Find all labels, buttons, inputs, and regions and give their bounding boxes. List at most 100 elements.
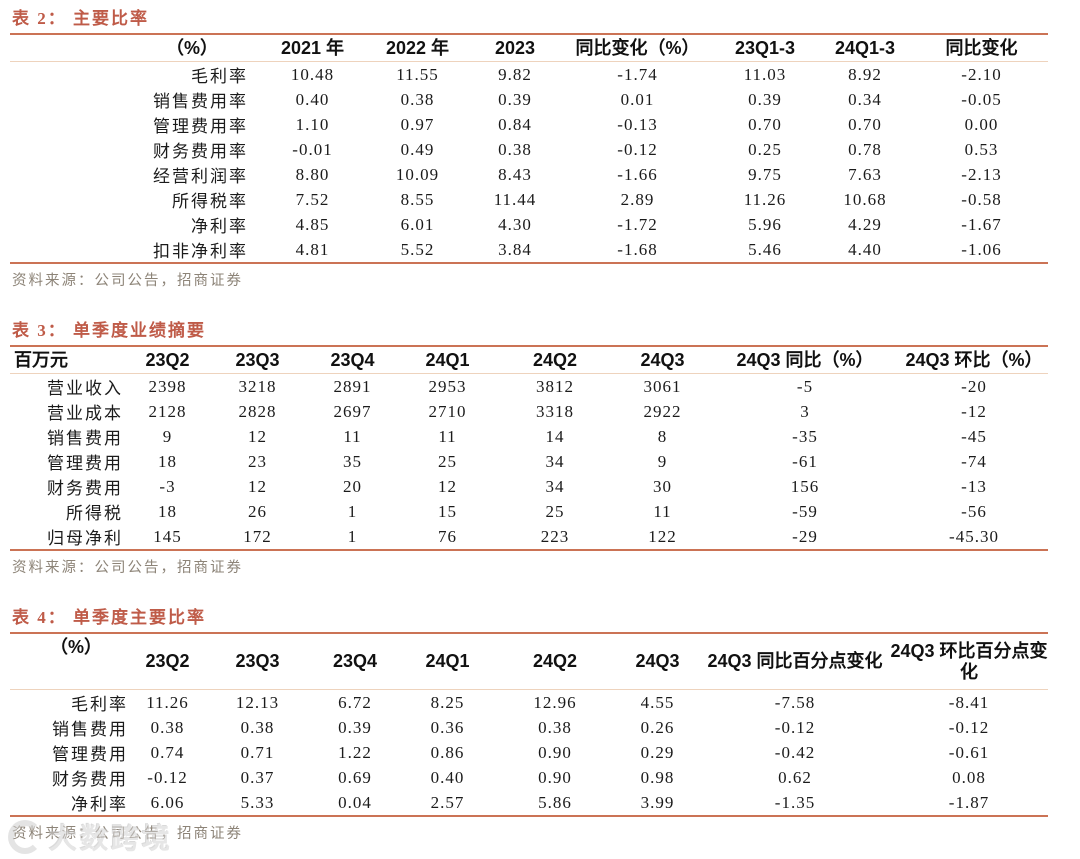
column-header: 24Q3 环比（%） (900, 346, 1048, 374)
column-header: 24Q3 (615, 633, 700, 690)
table-row: 管理费用 18 23 35 25 34 9 -61 -74 (10, 449, 1048, 474)
row-label: 净利率 (191, 217, 248, 236)
column-header: （%） (10, 34, 260, 62)
table-cell: 2953 (428, 376, 467, 396)
table-cell: 11.26 (146, 692, 189, 712)
table-cell: 0.36 (430, 717, 465, 737)
column-header: 23Q2 (125, 346, 210, 374)
table-cell: 23 (248, 451, 267, 471)
table-cell: 1.10 (295, 114, 330, 134)
column-header: 同比变化 (915, 34, 1048, 62)
table-cell: 4.55 (640, 692, 675, 712)
table-cell: -1.74 (617, 64, 658, 84)
table-cell: 8.92 (848, 64, 882, 84)
table-cell: 0.01 (620, 89, 655, 109)
table-cell: 0.53 (964, 139, 999, 159)
table-cell: 2.89 (620, 189, 655, 209)
table-row: 销售费用 0.38 0.38 0.39 0.36 0.38 0.26 -0.12 -0.12 (10, 715, 1048, 740)
table-cell: -74 (961, 451, 987, 471)
table-cell: 9 (162, 426, 173, 446)
row-label: 营业成本 (47, 404, 123, 423)
table-cell: 156 (790, 476, 820, 496)
table-row: 财务费用 -3 12 20 12 34 30 156 -13 (10, 474, 1048, 499)
column-header: 24Q3 同比百分点变化 (700, 633, 890, 690)
row-label: 净利率 (71, 795, 128, 814)
column-header: 2022 年 (365, 34, 470, 62)
header-row: （%） 2021 年 2022 年 2023 同比变化（%） 23Q1-3 24Q1-3 同比… (10, 34, 1048, 62)
table-cell: 9.82 (498, 64, 532, 84)
table-title: 表 2： 主要比率 (12, 9, 149, 28)
row-label: 财务费用 (47, 479, 123, 498)
table-cell: 18 (158, 501, 177, 521)
column-header: 2023 (470, 34, 560, 62)
header-row: （%） 23Q2 23Q3 23Q4 24Q1 24Q2 24Q3 24Q3 同比百分点变化 2… (10, 633, 1048, 690)
table-cell: 2697 (333, 401, 372, 421)
column-header: 24Q3 (615, 346, 710, 374)
table-cell: 5.33 (240, 792, 275, 812)
table-cell: 0.25 (748, 139, 782, 159)
table-cell: 3812 (536, 376, 574, 396)
table-cell: 0.70 (748, 114, 782, 134)
table-cell: 0.37 (240, 767, 275, 787)
table-row: 所得税 18 26 1 15 25 11 -59 -56 (10, 499, 1048, 524)
quarterly-results-table: 百万元 23Q2 23Q3 23Q4 24Q1 24Q2 24Q3 24Q3 同比（%） 24Q… (10, 345, 1048, 551)
table-cell: 11 (438, 426, 457, 446)
table-cell: 12.96 (533, 692, 577, 712)
table-cell: 0.40 (295, 89, 330, 109)
table-cell: 8.55 (400, 189, 435, 209)
row-label: 毛利率 (71, 695, 128, 714)
table-cell: 0.38 (150, 717, 185, 737)
table-title: 表 3： 单季度业绩摘要 (12, 321, 206, 340)
table-cell: 2398 (148, 376, 187, 396)
table-cell: -0.13 (617, 114, 658, 134)
table-cell: 0.69 (338, 767, 372, 787)
table-cell: 0.38 (498, 139, 532, 159)
table-source: 资料来源：公司公告，招商证券 (12, 273, 243, 289)
table-cell: 9 (657, 451, 668, 471)
table-cell: 0.39 (498, 89, 532, 109)
table-cell: 10.48 (290, 64, 335, 84)
table-cell: 2710 (428, 401, 467, 421)
table-cell: -1.66 (617, 164, 658, 184)
table-row: 所得税率 7.52 8.55 11.44 2.89 11.26 10.68 -0.58 (10, 187, 1048, 212)
table-cell: -7.58 (774, 692, 816, 712)
table-cell: 25 (545, 501, 565, 521)
table-cell: 0.78 (848, 139, 882, 159)
row-label: 财务费用 (52, 770, 128, 789)
table-cell: -0.12 (147, 767, 188, 787)
quarterly-ratios-table: （%） 23Q2 23Q3 23Q4 24Q1 24Q2 24Q3 24Q3 同比百分点变化 2… (10, 632, 1048, 817)
table-row: 净利率 4.85 6.01 4.30 -1.72 5.96 4.29 -1.67 (10, 212, 1048, 237)
table-row: 归母净利 145 172 1 76 223 122 -29 -45.30 (10, 524, 1048, 550)
table-cell: 11.03 (743, 64, 787, 84)
column-header: 23Q3 (210, 346, 305, 374)
table-cell: 6.72 (338, 692, 372, 712)
table-cell: -12 (961, 401, 987, 421)
main-ratios-table: （%） 2021 年 2022 年 2023 同比变化（%） 23Q1-3 24Q1-3 同比… (10, 33, 1048, 264)
table-cell: 4.81 (295, 239, 330, 259)
table-cell: 10.68 (843, 189, 887, 209)
column-header: 24Q2 (495, 346, 615, 374)
table-cell: 0.71 (240, 742, 275, 762)
table-cell: 4.29 (848, 214, 882, 234)
table-row: 净利率 6.06 5.33 0.04 2.57 5.86 3.99 -1.35 -1.87 (10, 790, 1048, 816)
row-label: 营业收入 (47, 379, 123, 398)
row-label: 所得税 (66, 504, 123, 523)
table-row: 管理费用 0.74 0.71 1.22 0.86 0.90 0.29 -0.42 -0.61 (10, 740, 1048, 765)
table-cell: -35 (792, 426, 818, 446)
table-cell: 172 (243, 526, 272, 546)
table-cell: 3218 (238, 376, 277, 396)
row-label: 管理费用 (52, 745, 128, 764)
table-cell: 26 (248, 501, 267, 521)
column-header: 百万元 (10, 346, 125, 374)
table-cell: 8.25 (430, 692, 465, 712)
table-section-main-ratios: 表 2： 主要比率 （%） 2021 年 2022 年 2023 同比变化（%） 23Q1… (10, 8, 1064, 289)
table-cell: -1.72 (617, 214, 658, 234)
table-cell: 34 (545, 476, 565, 496)
table-cell: 2828 (238, 401, 277, 421)
table-source: 资料来源：公司公告，招商证券 (12, 826, 243, 842)
table-cell: -1.35 (774, 792, 816, 812)
table-cell: 0.39 (748, 89, 782, 109)
column-header: 24Q2 (495, 633, 615, 690)
table-cell: 8 (657, 426, 668, 446)
